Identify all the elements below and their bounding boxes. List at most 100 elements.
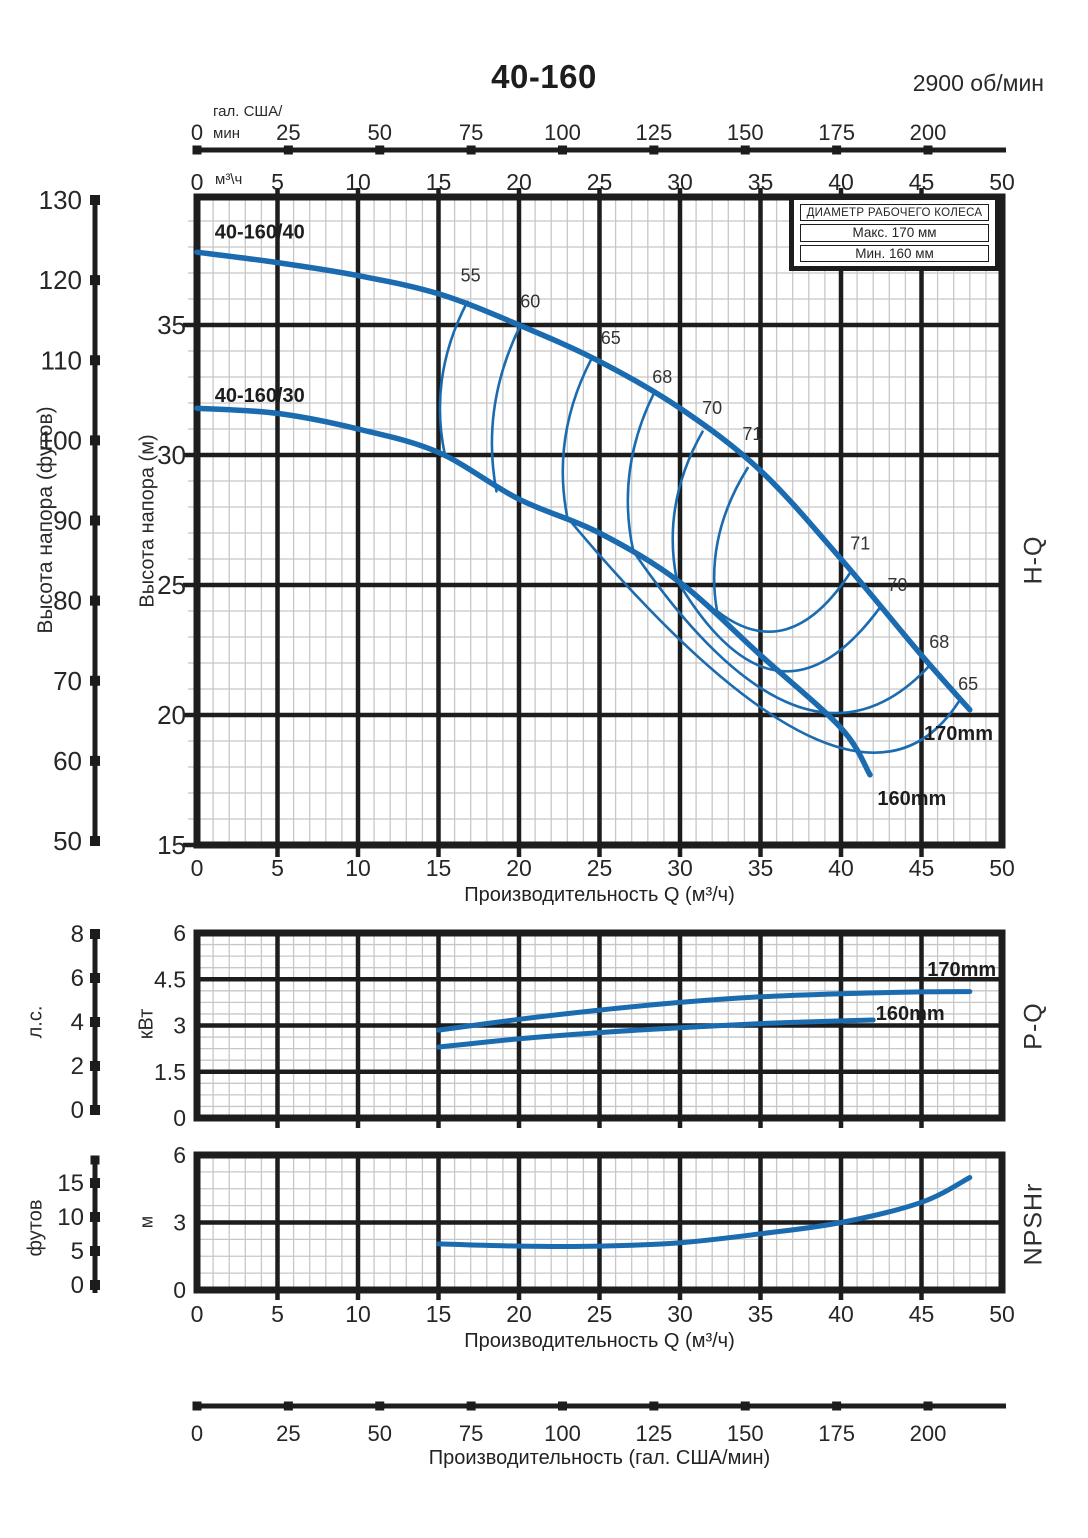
impeller-legend-min: Мин. 160 мм	[800, 244, 989, 262]
npsh-x-tick-label: 0	[191, 1301, 204, 1327]
gpm-bottom-tick-label: 25	[276, 1421, 300, 1446]
hq-feet-axis-title: Высота напора (футов)	[34, 406, 57, 634]
curve-label: 40-160/40	[215, 221, 305, 243]
hp-tick-label: 2	[71, 1053, 84, 1080]
axis-tick-dot	[466, 145, 476, 155]
impeller-legend: ДИАМЕТР РАБОЧЕГО КОЛЕСА Макс. 170 мм Мин…	[789, 195, 1000, 271]
axis-tick-dot	[90, 1246, 100, 1256]
axis-tick-dot	[649, 1401, 659, 1411]
efficiency-label: 68	[652, 367, 672, 387]
pq-side-label: P-Q	[1019, 1002, 1048, 1050]
axis-tick-dot	[649, 145, 659, 155]
m3h-top-tick-label: 50	[989, 169, 1015, 195]
kw-tick-label: 3	[173, 1013, 186, 1039]
axis-tick-dot	[90, 1280, 100, 1290]
hp-tick-label: 0	[71, 1097, 84, 1124]
axis-tick-dot	[90, 1017, 100, 1027]
m3h-top-tick-label: 35	[748, 169, 774, 195]
gpm-bottom-tick-label: 150	[727, 1421, 764, 1446]
npsh-x-tick-label: 30	[667, 1301, 693, 1327]
axis-tick-dot	[90, 1155, 100, 1165]
hq-x-tick-label: 40	[828, 855, 854, 881]
rpm-label: 2900 об/мин	[912, 70, 1044, 96]
npsh-x-tick-label: 25	[587, 1301, 613, 1327]
axis-tick-dot	[90, 515, 100, 526]
pq-kw-axis-title: кВт	[135, 1008, 158, 1040]
npsh-x-tick-label: 45	[909, 1301, 935, 1327]
efficiency-arc-65-right	[566, 516, 960, 754]
hq-x-tick-label: 0	[191, 855, 204, 881]
npsh-x-tick-label: 10	[345, 1301, 371, 1327]
m3h-top-tick-label: 0	[191, 169, 204, 195]
npsh-x-tick-label: 15	[426, 1301, 452, 1327]
efficiency-label: 71	[742, 424, 762, 444]
gpm-unit-line2: мин	[213, 125, 240, 142]
hq-plot-border	[193, 193, 1006, 849]
npsh-x-tick-label: 35	[748, 1301, 774, 1327]
hp-tick-label: 6	[71, 965, 84, 992]
gpm-top-tick-label: 150	[727, 120, 764, 145]
curve-40-160/30	[194, 405, 873, 778]
meter-tick-label: 25	[157, 570, 186, 600]
meter-tick-label: 35	[157, 310, 186, 340]
axis-tick-dot	[90, 1178, 100, 1188]
page-title: 40-160	[491, 58, 597, 95]
npsh-x-tick-label: 5	[271, 1301, 284, 1327]
pq-hp-axis-title: л.с.	[24, 1005, 47, 1039]
m3h-top-tick-label: 25	[587, 169, 613, 195]
axis-tick-dot	[832, 145, 842, 155]
axis-tick-dot	[90, 929, 100, 939]
efficiency-label: 71	[850, 533, 870, 553]
axis-tick-dot	[923, 1401, 933, 1411]
hp-tick-label: 4	[71, 1009, 84, 1036]
hq-x-tick-label: 30	[667, 855, 693, 881]
gpm-top-tick-label: 125	[636, 120, 673, 145]
gpm-bottom-tick-label: 175	[818, 1421, 855, 1446]
axis-tick-dot	[283, 145, 293, 155]
axis-tick-dot	[832, 1401, 842, 1411]
feet-tick-label: 120	[39, 265, 82, 295]
feet-tick-label: 100	[39, 425, 82, 455]
axis-tick-dot	[90, 1212, 100, 1222]
curve-label: 40-160/30	[215, 385, 305, 407]
curve-label: 160mm	[877, 788, 946, 810]
hq-side-label: H-Q	[1019, 535, 1048, 585]
axis-tick-dot	[90, 1061, 100, 1071]
axis-tick-dot	[90, 195, 100, 205]
hq-x-tick-label: 20	[506, 855, 532, 881]
axis-tick-dot	[375, 145, 385, 155]
pq-curve-170mm	[436, 989, 973, 1033]
hq-x-tick-label: 10	[345, 855, 371, 881]
gpm-bottom-tick-label: 50	[368, 1421, 392, 1446]
efficiency-label: 65	[958, 674, 978, 694]
impeller-legend-title: ДИАМЕТР РАБОЧЕГО КОЛЕСА	[800, 204, 989, 222]
gpm-top-tick-label: 200	[910, 120, 947, 145]
feet-tick-label: 80	[53, 586, 82, 616]
npsh-m-axis-title: м	[136, 1215, 157, 1229]
hq-x-tick-label: 50	[989, 855, 1015, 881]
axis-tick-dot	[90, 973, 100, 983]
gpm-bottom-tick-label: 100	[544, 1421, 581, 1446]
m3h-top-tick-label: 30	[667, 169, 693, 195]
curve-label: 170mm	[924, 723, 993, 745]
npsh-x-tick-label: 40	[828, 1301, 854, 1327]
feet-tick-label: 130	[39, 185, 82, 215]
axis-tick-dot	[90, 836, 100, 846]
axis-tick-dot	[192, 1401, 202, 1411]
hp-tick-label: 8	[71, 921, 84, 948]
axis-tick-dot	[283, 1401, 293, 1411]
m3h-top-tick-label: 45	[909, 169, 935, 195]
npsh-side-label: NPSHr	[1019, 1182, 1048, 1266]
kw-tick-label: 0	[173, 1105, 186, 1131]
gpm-bottom-tick-label: 125	[636, 1421, 673, 1446]
efficiency-label: 68	[929, 632, 949, 652]
bottom-gpm-axis-label: Производительность (гал. США/мин)	[428, 1447, 771, 1469]
efficiency-arc-60	[490, 323, 522, 493]
impeller-legend-max: Макс. 170 мм	[800, 224, 989, 242]
efficiency-arc-68	[626, 391, 656, 553]
hq-xaxis-label: Производительность Q (м³/ч)	[464, 884, 735, 906]
gpm-top-tick-label: 175	[818, 120, 855, 145]
efficiency-arc-70	[671, 430, 704, 582]
pq-curve-label: 160mm	[876, 1003, 945, 1025]
m3h-top-tick-label: 40	[828, 169, 854, 195]
